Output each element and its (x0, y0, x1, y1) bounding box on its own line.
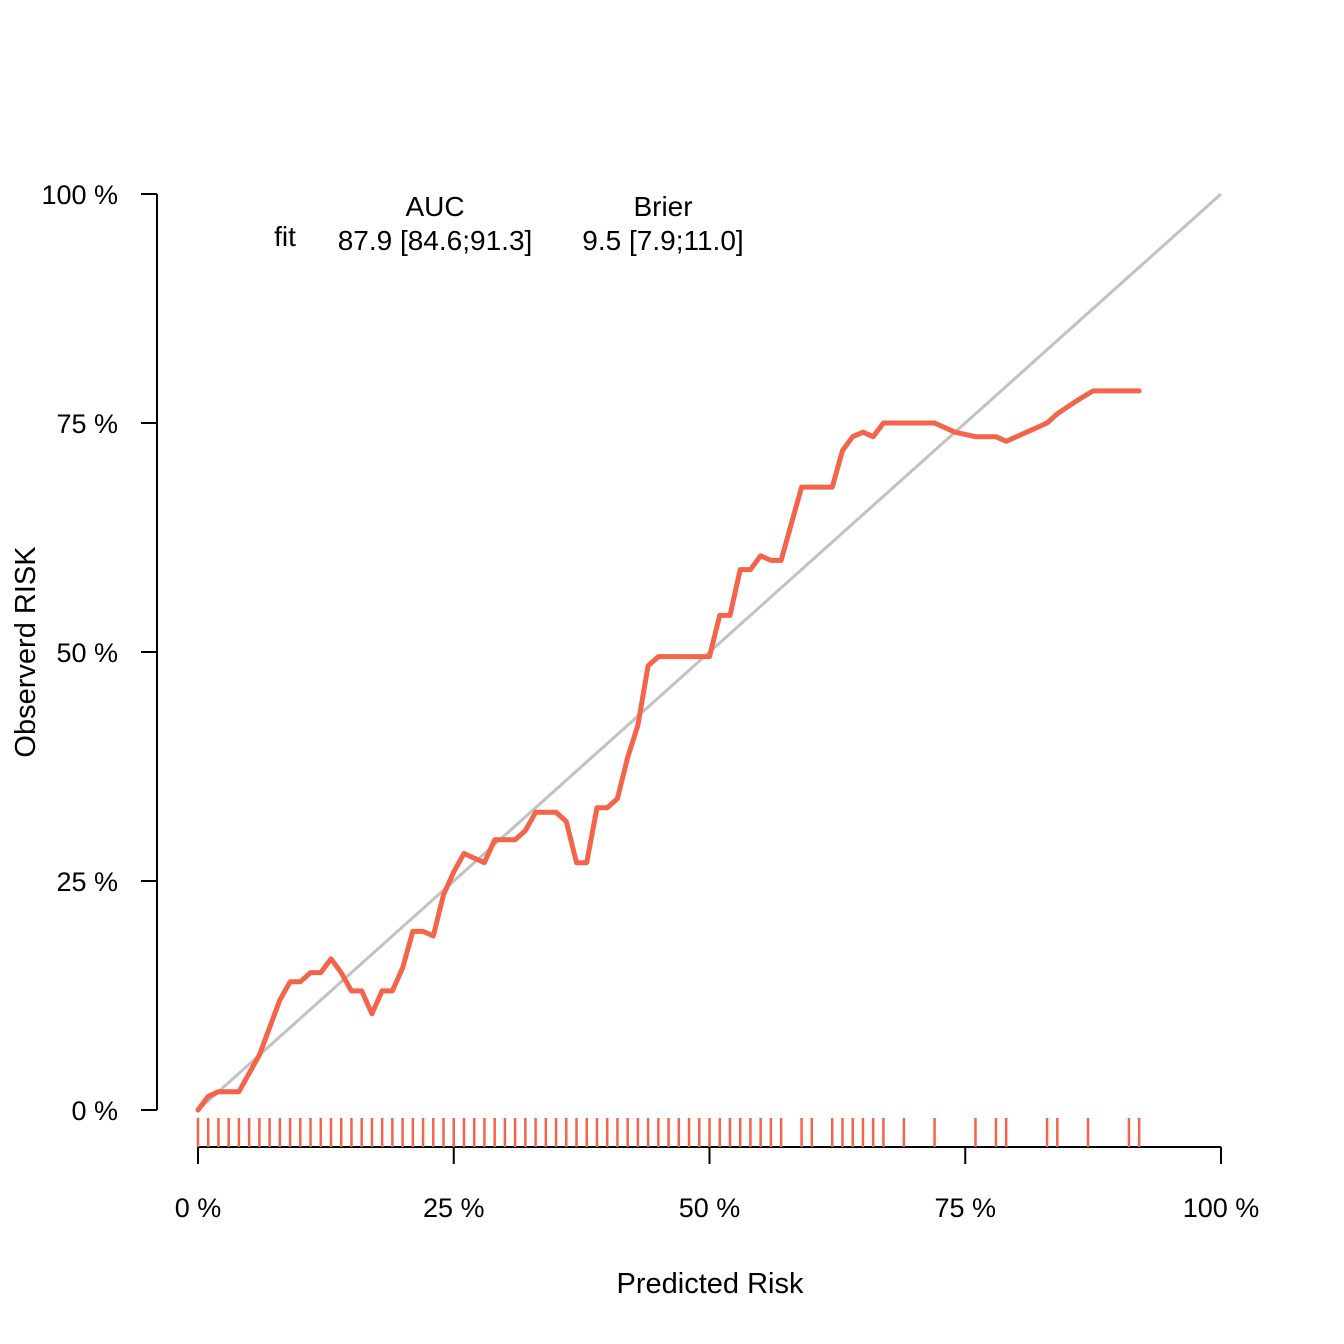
y-tick-label: 0 % (71, 1096, 118, 1126)
x-tick-label: 50 % (679, 1193, 741, 1223)
y-tick-label: 50 % (56, 638, 118, 668)
x-axis-title: Predicted Risk (617, 1268, 804, 1300)
x-tick-label: 25 % (423, 1193, 485, 1223)
legend: AUC Brier fit 87.9 [84.6;91.3] 9.5 [7.9;… (274, 191, 744, 256)
rug-marks (196, 1118, 1141, 1147)
legend-brier-header: Brier (633, 191, 692, 222)
legend-brier-value: 9.5 [7.9;11.0] (582, 225, 743, 256)
x-tick-label: 100 % (1183, 1193, 1260, 1223)
y-tick-label: 75 % (56, 409, 118, 439)
y-tick-label: 100 % (41, 180, 118, 210)
y-axis-title: Observerd RISK (10, 546, 42, 758)
x-tick-label: 0 % (175, 1193, 222, 1223)
axes: 0 % 25 % 50 % 75 % 100 % 0 % 25 % 50 % 75 % 100 % (41, 180, 1259, 1223)
x-tick-label: 75 % (934, 1193, 996, 1223)
legend-auc-value: 87.9 [84.6;91.3] (338, 225, 533, 256)
legend-row-label: fit (274, 221, 296, 252)
legend-auc-header: AUC (405, 191, 464, 222)
calibration-curve (195, 388, 1142, 1113)
y-tick-label: 25 % (56, 867, 118, 897)
